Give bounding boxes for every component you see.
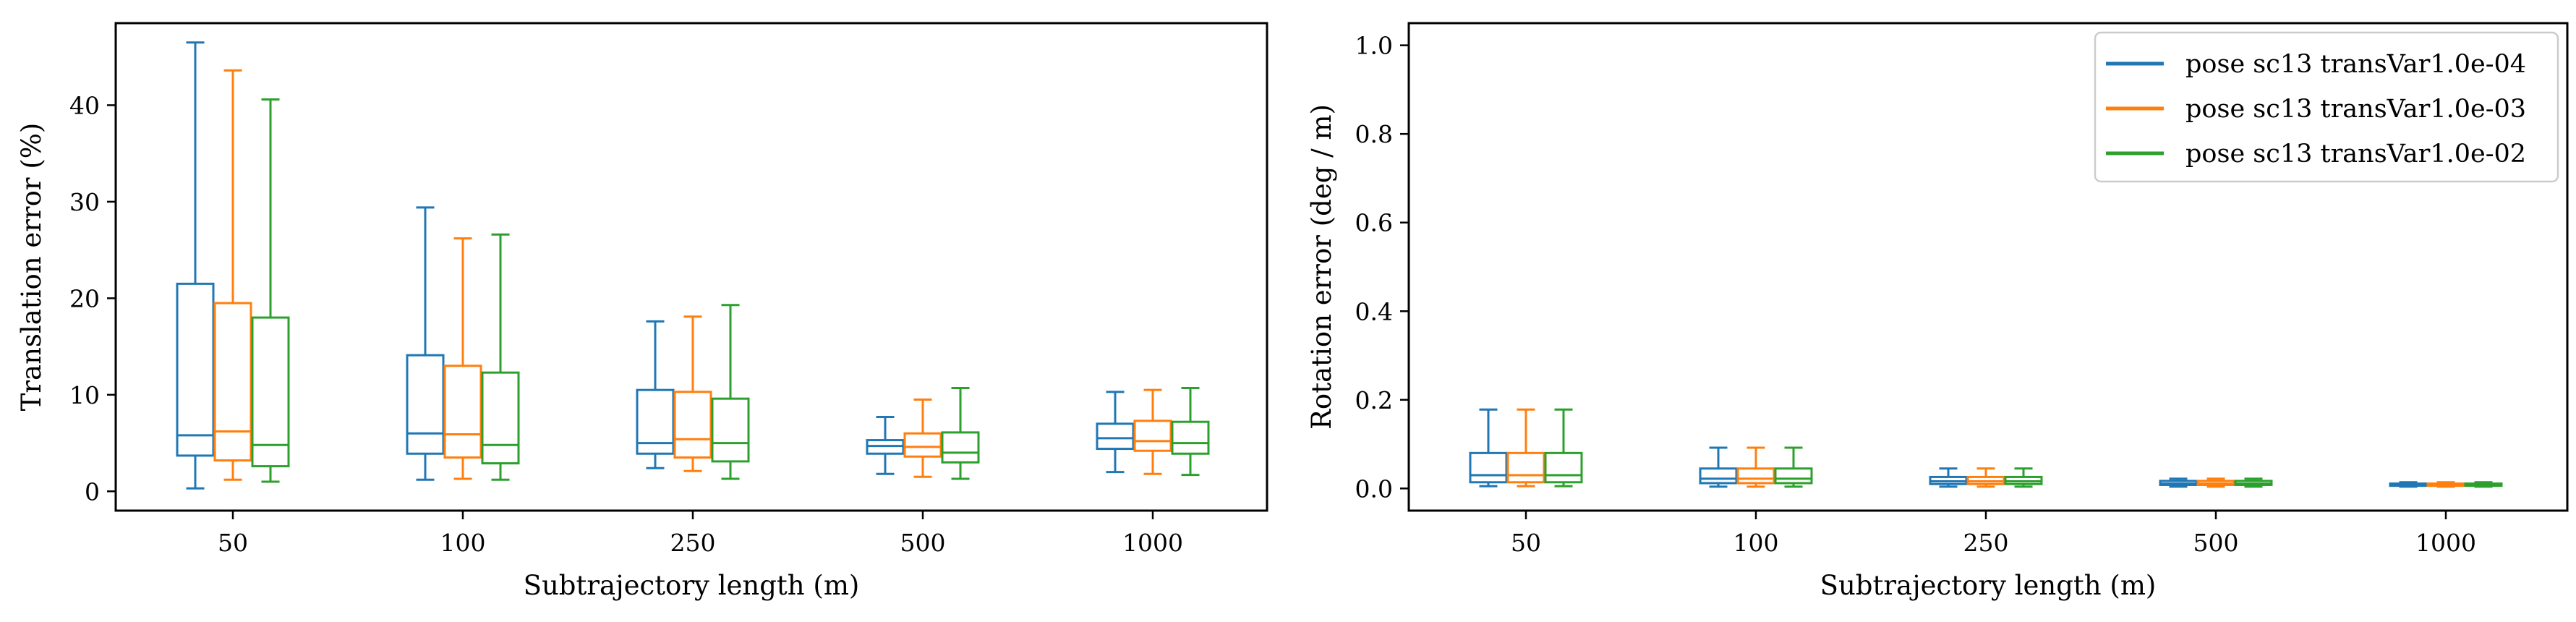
translation-box-250m-series-3: [711, 304, 750, 480]
rotation-x-tick-label: 500: [2193, 529, 2239, 557]
translation-y-tick-label: 10: [69, 381, 100, 409]
rotation-box-100m-series-2: [1736, 446, 1775, 488]
rotation-error-panel: 0.0 0.2 0.4 0.6 0.8 1.0 50 100 250 500 1000 Subtr…: [1306, 22, 2569, 601]
translation-y-axis-label: Translation error (%): [16, 123, 47, 412]
iqr-box: [176, 282, 215, 457]
rotation-y-tick-label: 0.6: [1355, 209, 1393, 237]
translation-y-tick-label: 0: [85, 477, 100, 506]
translation-y-ticks: 0 10 20 30 40: [69, 91, 116, 506]
iqr-box: [1774, 467, 1813, 485]
translation-x-axis-label: Subtrajectory length (m): [524, 570, 860, 601]
translation-x-ticks: 50 100 250 500 1000: [218, 511, 1183, 557]
translation-x-tick-label: 500: [900, 529, 946, 557]
translation-boxplots: [176, 41, 1210, 490]
rotation-x-tick-label: 1000: [2415, 529, 2476, 557]
translation-box-500m-series-3: [941, 386, 980, 480]
rotation-y-ticks: 0.0 0.2 0.4 0.6 0.8 1.0: [1355, 32, 1409, 503]
rotation-box-50m-series-3: [1544, 408, 1583, 487]
iqr-box: [711, 397, 750, 463]
rotation-boxplots: [1469, 408, 2503, 488]
iqr-box: [1096, 422, 1135, 451]
rotation-box-500m-series-1: [2159, 477, 2198, 488]
rotation-box-100m-series-1: [1699, 446, 1738, 488]
rotation-y-tick-label: 0.0: [1355, 474, 1393, 503]
iqr-box: [1133, 419, 1172, 452]
rotation-box-500m-series-2: [2196, 477, 2235, 488]
rotation-box-250m-series-2: [1966, 467, 2005, 488]
iqr-box: [1469, 451, 1508, 484]
iqr-box: [481, 371, 520, 465]
iqr-box: [213, 302, 252, 462]
rotation-box-50m-series-2: [1506, 408, 1545, 487]
rotation-x-axis-label: Subtrajectory length (m): [1820, 570, 2157, 601]
translation-box-50m-series-3: [251, 98, 290, 483]
rotation-box-500m-series-3: [2234, 477, 2273, 488]
iqr-box: [1171, 420, 1210, 455]
legend: pose sc13 transVar1.0e-04 pose sc13 tran…: [2094, 31, 2559, 183]
translation-x-tick-label: 250: [670, 529, 716, 557]
legend-label-transvar-1e-02: pose sc13 transVar1.0e-02: [2185, 140, 2526, 169]
translation-box-1000m-series-3: [1171, 386, 1210, 477]
rotation-box-250m-series-1: [1929, 467, 1968, 488]
translation-box-500m-series-2: [903, 399, 942, 478]
iqr-box: [1699, 467, 1738, 485]
rotation-box-1000m-series-3: [2464, 481, 2503, 488]
translation-x-tick-label: 1000: [1122, 529, 1183, 557]
legend-label-transvar-1e-03: pose sc13 transVar1.0e-03: [2185, 95, 2526, 124]
translation-box-1000m-series-2: [1133, 388, 1172, 475]
translation-y-tick-label: 20: [69, 284, 100, 312]
translation-box-50m-series-1: [176, 41, 215, 490]
translation-box-100m-series-3: [481, 233, 520, 481]
rotation-x-tick-label: 50: [1511, 529, 1541, 557]
translation-box-100m-series-2: [443, 237, 482, 480]
iqr-box: [1736, 467, 1775, 485]
iqr-box: [1544, 451, 1583, 484]
rotation-x-ticks: 50 100 250 500 1000: [1511, 511, 2476, 557]
rotation-y-axis-label: Rotation error (deg / m): [1306, 104, 1337, 430]
rotation-box-50m-series-1: [1469, 408, 1508, 487]
iqr-box: [1506, 451, 1545, 484]
translation-x-tick-label: 100: [440, 529, 486, 557]
rotation-x-tick-label: 100: [1733, 529, 1779, 557]
rotation-y-tick-label: 0.4: [1355, 297, 1393, 325]
rotation-box-100m-series-3: [1774, 446, 1813, 488]
iqr-box: [406, 354, 445, 455]
translation-x-tick-label: 50: [218, 529, 248, 557]
iqr-box: [443, 365, 482, 459]
legend-label-transvar-1e-04: pose sc13 transVar1.0e-04: [2185, 50, 2526, 79]
iqr-box: [251, 316, 290, 468]
rotation-box-1000m-series-2: [2426, 481, 2465, 488]
iqr-box: [636, 388, 675, 455]
rotation-y-tick-label: 0.2: [1355, 386, 1393, 414]
translation-box-1000m-series-1: [1096, 391, 1135, 474]
iqr-box: [941, 431, 980, 464]
iqr-box: [903, 432, 942, 458]
rotation-box-1000m-series-1: [2389, 481, 2428, 488]
rotation-x-tick-label: 250: [1963, 529, 2009, 557]
translation-y-tick-label: 30: [69, 188, 100, 216]
translation-y-tick-label: 40: [69, 91, 100, 119]
legend-box: [2094, 31, 2559, 183]
translation-box-250m-series-1: [636, 320, 675, 469]
rotation-y-tick-label: 0.8: [1355, 120, 1393, 148]
translation-box-500m-series-1: [866, 416, 905, 475]
translation-box-100m-series-1: [406, 206, 445, 481]
rotation-plot-frame: [1407, 22, 2569, 512]
iqr-box: [673, 391, 712, 459]
translation-error-panel: 0 10 20 30 40 50 100 250 500 1000 Subtrajectory …: [16, 22, 1268, 601]
translation-box-50m-series-2: [213, 69, 252, 481]
translation-plot-frame: [114, 22, 1268, 512]
translation-box-250m-series-2: [673, 315, 712, 472]
rotation-y-tick-label: 1.0: [1355, 32, 1393, 60]
rotation-box-250m-series-3: [2004, 467, 2043, 488]
